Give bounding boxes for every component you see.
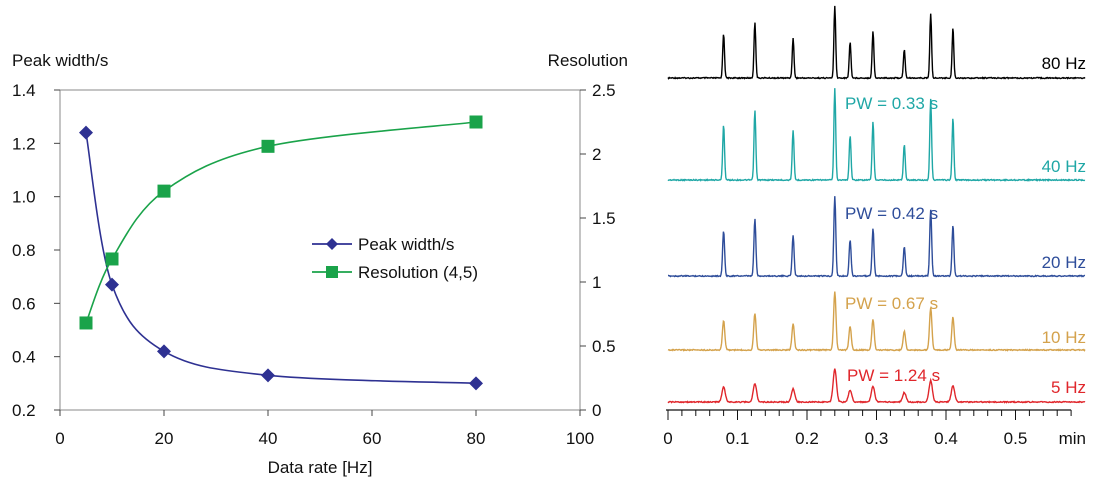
data-point-diamond — [157, 344, 171, 359]
x-tick-label: 60 — [363, 429, 382, 448]
y2-tick-label: 2.5 — [592, 81, 616, 100]
y2-tick-label: 0 — [592, 401, 601, 420]
series-line-2 — [85, 121, 477, 324]
y-tick-label: 0.4 — [12, 348, 36, 367]
y-tick-label: 1.4 — [12, 81, 36, 100]
x-axis-title: Data rate [Hz] — [268, 458, 373, 477]
y2-tick-label: 2 — [592, 145, 601, 164]
y-tick-label: 1.0 — [12, 188, 36, 207]
trace-rate-label: 10 Hz — [1042, 328, 1086, 347]
x-tick-label: 20 — [155, 429, 174, 448]
data-point-diamond — [261, 368, 275, 383]
peak-width-annotation: PW = 0.33 s — [845, 94, 938, 113]
y-tick-label: 0.6 — [12, 294, 36, 313]
y2-tick-label: 1.5 — [592, 209, 616, 228]
x-tick-label: 40 — [259, 429, 278, 448]
time-axis-unit: min — [1059, 429, 1086, 448]
chromatogram-trace — [668, 196, 1086, 278]
x-tick-label: 80 — [467, 429, 486, 448]
y2-tick-label: 1 — [592, 273, 601, 292]
data-point-square — [79, 316, 93, 330]
y-tick-label: 1.2 — [12, 134, 36, 153]
y-tick-label: 0.2 — [12, 401, 36, 420]
peak-width-annotation: PW = 0.67 s — [845, 294, 938, 313]
peak-width-resolution-chart: 0 20 40 60 80 100 0.2 0.4 0.6 0.8 1.0 1.2 1.4 0 0.5 1 1.… — [12, 51, 628, 477]
y-axis-title: Peak width/s — [12, 51, 108, 70]
y2-tick-label: 0.5 — [592, 337, 616, 356]
data-point-square — [469, 115, 483, 129]
time-tick-label: 0.3 — [865, 429, 889, 448]
time-tick-label: 0 — [663, 429, 672, 448]
data-point-square — [261, 139, 275, 153]
trace-rate-label: 5 Hz — [1051, 378, 1086, 397]
trace-rate-label: 20 Hz — [1042, 253, 1086, 272]
chromatogram-trace — [667, 5, 1086, 80]
chromatogram-trace — [667, 368, 1086, 404]
data-point-diamond — [105, 277, 119, 292]
time-tick-label: 0.1 — [726, 429, 750, 448]
trace-rate-label: 40 Hz — [1042, 157, 1086, 176]
time-tick-label: 0.2 — [795, 429, 819, 448]
x-tick-label: 100 — [566, 429, 594, 448]
trace-rate-label: 80 Hz — [1042, 54, 1086, 73]
data-point-square — [157, 184, 171, 198]
chromatogram-chart: 80 Hz 40 Hz PW = 0.33 s 20 Hz PW = 0.42 s 10 … — [663, 5, 1086, 448]
legend-label: Resolution (4,5) — [358, 263, 478, 282]
time-tick-label: 0.5 — [1004, 429, 1028, 448]
legend-marker-square — [326, 266, 338, 278]
series-line-1 — [85, 132, 477, 385]
y-tick-label: 0.8 — [12, 241, 36, 260]
peak-width-annotation: PW = 0.42 s — [845, 204, 938, 223]
data-point-diamond — [469, 376, 483, 391]
data-point-square — [105, 252, 119, 266]
legend-label: Peak width/s — [358, 235, 454, 254]
x-tick-label: 0 — [55, 429, 64, 448]
legend-marker-diamond — [326, 238, 338, 250]
time-tick-label: 0.4 — [934, 429, 958, 448]
chromatogram-trace — [667, 88, 1086, 182]
y2-axis-title: Resolution — [548, 51, 628, 70]
chromatogram-trace — [667, 291, 1086, 352]
data-point-diamond — [79, 125, 93, 140]
peak-width-annotation: PW = 1.24 s — [847, 366, 940, 385]
